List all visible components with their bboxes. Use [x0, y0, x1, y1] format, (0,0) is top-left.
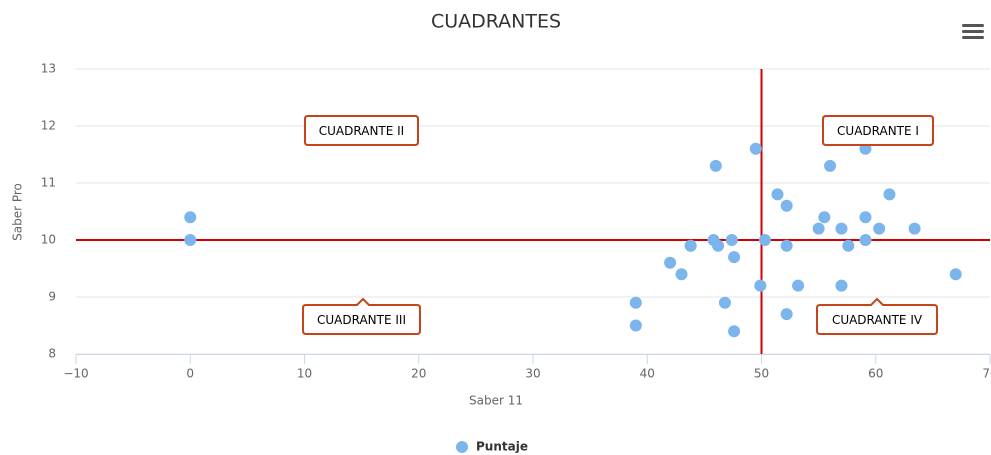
annotation-box [822, 115, 934, 146]
y-tick-label: 12 [41, 119, 56, 133]
point [629, 319, 642, 332]
point [949, 268, 962, 281]
point [812, 222, 825, 235]
point [780, 308, 793, 321]
y-tick-label: 11 [41, 176, 56, 190]
point [749, 142, 762, 155]
point [728, 251, 741, 264]
annotation-label: CUADRANTE III [317, 313, 406, 327]
annotation-label: CUADRANTE IV [832, 313, 923, 327]
point [792, 279, 805, 292]
point [908, 222, 921, 235]
annotation-box [302, 297, 421, 335]
point [835, 279, 848, 292]
y-tick-label: 13 [41, 62, 56, 76]
point [184, 234, 197, 246]
x-tick-label: 40 [640, 367, 655, 381]
point [184, 211, 197, 224]
point [780, 199, 793, 212]
x-tick-label: 70 [982, 367, 991, 381]
point [859, 211, 872, 224]
y-tick-label: 8 [48, 347, 56, 361]
annotation-label: CUADRANTE II [319, 124, 404, 138]
point [835, 222, 848, 235]
x-tick-label: 10 [297, 367, 312, 381]
point [758, 234, 771, 246]
point [718, 296, 731, 309]
point [859, 234, 872, 246]
menu-button[interactable] [962, 24, 984, 39]
point [712, 239, 725, 252]
point [664, 256, 677, 269]
point [842, 239, 855, 252]
x-tick-label: 20 [411, 367, 426, 381]
point [780, 239, 793, 252]
point [824, 159, 837, 172]
point [771, 188, 784, 201]
point [873, 222, 886, 235]
point [818, 211, 831, 224]
legend-symbol [456, 441, 468, 453]
point [709, 159, 722, 172]
point [629, 296, 642, 309]
x-tick-label: −10 [63, 367, 88, 381]
x-tick-label: 60 [868, 367, 883, 381]
annotation-box [304, 115, 419, 146]
point [883, 188, 896, 201]
point [675, 268, 688, 281]
point [725, 234, 738, 246]
annotation-label: CUADRANTE I [837, 124, 919, 138]
legend-label: Puntaje [476, 440, 528, 454]
x-tick-label: 30 [525, 367, 540, 381]
x-tick-label: 50 [754, 367, 769, 381]
y-tick-label: 10 [41, 233, 56, 247]
chart-title: CUADRANTES [431, 11, 561, 33]
point [754, 279, 767, 292]
point [728, 325, 741, 338]
x-tick-label: 0 [186, 367, 194, 381]
y-tick-label: 9 [48, 290, 56, 304]
annotation-box [816, 297, 938, 335]
y-axis-title: Saber Pro [11, 183, 25, 241]
point [684, 239, 697, 252]
x-axis-title: Saber 11 [469, 394, 523, 408]
